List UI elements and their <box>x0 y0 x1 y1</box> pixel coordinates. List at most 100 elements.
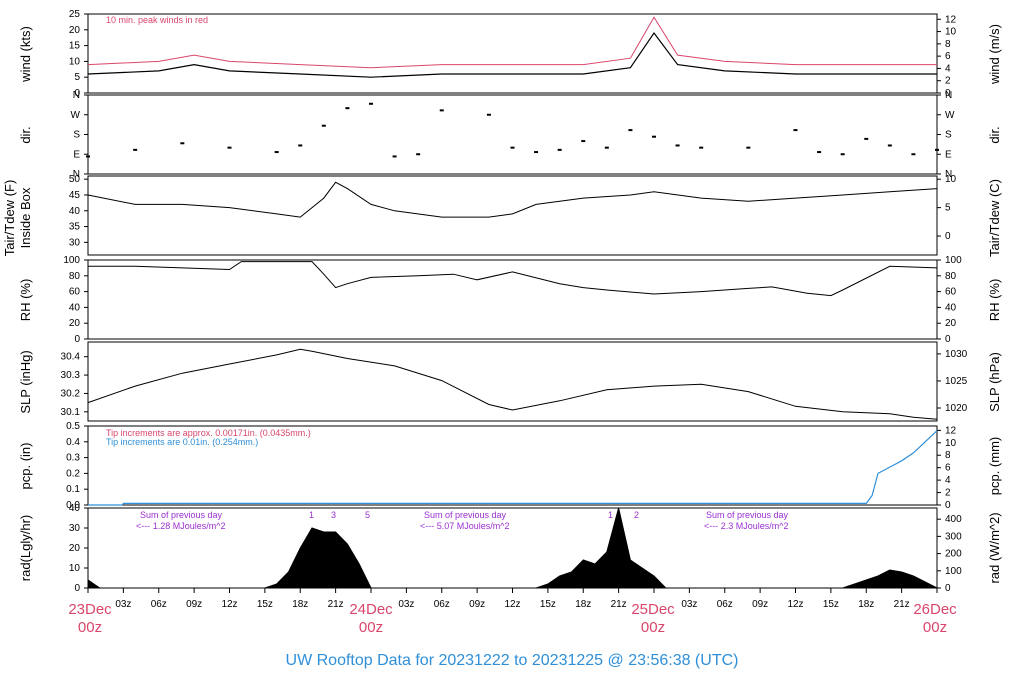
time-tick-label: 09z <box>186 599 202 610</box>
temp-left-label-2: Inside Box <box>18 187 33 248</box>
dir-point <box>227 146 232 149</box>
rad-right-tick-label: 0 <box>945 583 951 594</box>
dir-point <box>793 129 798 132</box>
rad-marker-1: 1 <box>309 510 314 520</box>
pcp-right-tick-label: 12 <box>945 425 957 436</box>
time-tick-label: 12z <box>504 599 520 610</box>
time-tick-label: 03z <box>681 599 697 610</box>
rad-left-tick-label: 0 <box>74 583 80 594</box>
dir-left-tick-label: E <box>73 149 80 160</box>
page-title: UW Rooftop Data for 20231222 to 20231225… <box>286 652 739 669</box>
slp-left-tick-label: 30.3 <box>61 370 81 381</box>
day-label-25dec: 25Dec <box>631 601 675 618</box>
wind-panel-frame <box>87 13 938 94</box>
dir-point <box>604 146 609 149</box>
dir-point <box>369 102 373 105</box>
dir-point <box>652 135 656 138</box>
dir-right-tick-label: S <box>945 130 952 141</box>
pcp-right-tick-label: 2 <box>945 488 951 499</box>
rad-right-tick-label: 100 <box>945 566 962 577</box>
pcp-left-tick-label: 0.5 <box>66 421 80 432</box>
temp-right-label: Tair/Tdew (C) <box>987 179 1002 257</box>
dir-point <box>817 151 822 154</box>
wind-right-tick-label: 10 <box>945 27 957 38</box>
pcp-line <box>88 430 938 506</box>
dir-point <box>180 142 185 145</box>
rad-area <box>87 507 938 589</box>
temp-right-tick-label: 10 <box>945 174 957 185</box>
time-tick-label: 09z <box>752 599 768 610</box>
temp-left-tick-label: 30 <box>69 237 81 248</box>
time-tick-label: 12z <box>221 599 237 610</box>
temp-left-tick-label: 45 <box>69 190 81 201</box>
wind-left-tick-label: 15 <box>69 41 81 52</box>
dir-right-tick-label: W <box>945 110 955 121</box>
rh-right-tick-label: 0 <box>945 334 951 345</box>
dir-left-tick-label: N <box>73 169 80 180</box>
wind-peak-line <box>87 16 937 69</box>
time-tick-label: 06z <box>717 599 733 610</box>
dir-right-label: dir. <box>987 126 1002 143</box>
rad-sum-3-line2: <--- 2.3 MJoules/m^2 <box>704 521 789 531</box>
rh-left-tick-label: 60 <box>69 287 81 298</box>
pcp-right-tick-label: 4 <box>945 475 951 486</box>
rh-right-tick-label: 40 <box>945 302 957 313</box>
dir-point <box>746 146 751 149</box>
dir-point <box>935 148 939 151</box>
pcp-left-tick-label: 0.3 <box>66 453 80 464</box>
pcp-note-blue: Tip increments are 0.01in. (0.254mm.) <box>106 437 258 447</box>
pcp-left-tick-label: 0.2 <box>66 468 80 479</box>
dir-point <box>840 153 845 156</box>
pcp-right-tick-label: 10 <box>945 438 957 449</box>
wind-left-label: wind (kts) <box>18 26 33 83</box>
rh-right-tick-label: 20 <box>945 318 957 329</box>
day-label-26dec: 26Dec <box>913 601 957 618</box>
rh-left-tick-label: 80 <box>69 271 81 282</box>
temp-left-tick-label: 50 <box>69 174 81 185</box>
time-tick-label: 21z <box>611 599 627 610</box>
rh-right-tick-label: 100 <box>945 255 962 266</box>
day-time-23dec: 00z <box>78 619 102 636</box>
rad-right-tick-label: 300 <box>945 531 962 542</box>
rad-marker-1b: 1 <box>608 510 613 520</box>
rad-right-tick-label: 400 <box>945 514 962 525</box>
pcp-left-label: pcp. (in) <box>18 443 33 490</box>
wind-left-tick-label: 10 <box>69 56 81 67</box>
dir-point <box>699 146 704 149</box>
rad-marker-5: 5 <box>365 510 370 520</box>
dir-point <box>274 151 279 154</box>
time-tick-label: 06z <box>151 599 167 610</box>
dir-point <box>86 155 90 158</box>
day-time-26dec: 00z <box>923 619 947 636</box>
dir-point <box>628 129 633 132</box>
dir-point <box>557 148 562 151</box>
pcp-right-tick-label: 6 <box>945 463 951 474</box>
dir-left-tick-label: W <box>71 110 81 121</box>
temp-line <box>87 181 938 218</box>
wind-right-label: wind (m/s) <box>987 24 1002 85</box>
slp-right-tick-label: 1025 <box>945 376 968 387</box>
pcp-note-red: Tip increments are approx. 0.00171in. (0… <box>106 428 311 438</box>
time-tick-label: 03z <box>115 599 131 610</box>
dir-point <box>416 153 421 156</box>
rh-left-tick-label: 20 <box>69 318 81 329</box>
slp-right-tick-label: 1030 <box>945 349 968 360</box>
dir-left-tick-label: S <box>73 130 80 141</box>
dir-right-tick-label: E <box>945 149 952 160</box>
slp-right-tick-label: 1020 <box>945 403 968 414</box>
dir-point <box>581 140 586 143</box>
dir-point <box>298 144 303 147</box>
time-tick-label: 15z <box>257 599 273 610</box>
time-tick-label: 03z <box>398 599 414 610</box>
rad-right-label: rad (W/m^2) <box>987 512 1002 583</box>
time-tick-label: 21z <box>894 599 910 610</box>
rad-sum-2-line1: Sum of previous day <box>424 510 507 520</box>
time-tick-label: 18z <box>292 599 308 610</box>
wind-note: 10 min. peak winds in red <box>106 15 208 25</box>
dir-point <box>486 113 491 116</box>
wind-right-tick-label: 12 <box>945 14 957 25</box>
rh-left-tick-label: 0 <box>74 334 80 345</box>
time-tick-label: 12z <box>787 599 803 610</box>
time-tick-label: 15z <box>823 599 839 610</box>
